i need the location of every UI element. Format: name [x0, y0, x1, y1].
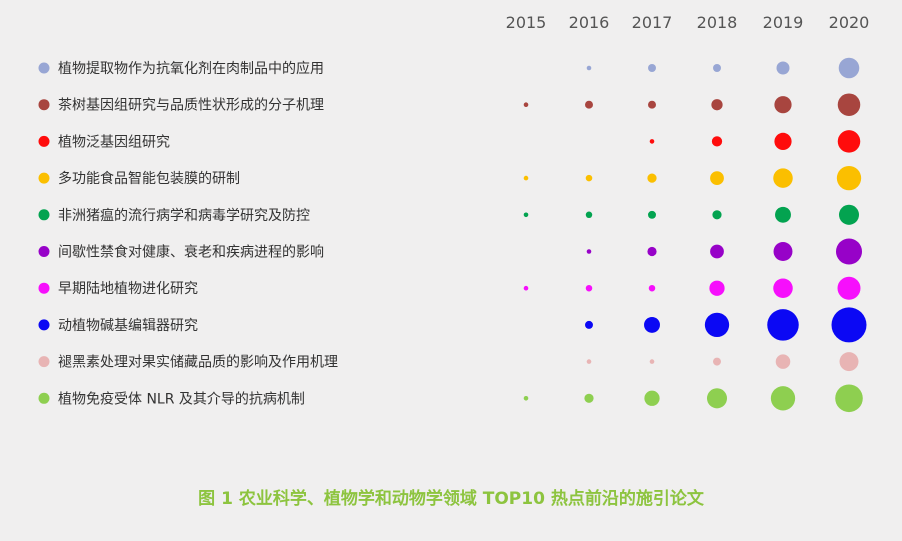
bubble [648, 100, 656, 109]
legend-marker [38, 62, 50, 74]
bubble [837, 130, 861, 153]
year-header: 2019 [763, 13, 804, 32]
bubble [644, 390, 660, 406]
bubble [713, 357, 721, 366]
year-header: 2017 [632, 13, 673, 32]
bubble [709, 280, 725, 296]
year-header: 2020 [829, 13, 870, 32]
bubble [776, 61, 790, 75]
row-label: 植物提取物作为抗氧化剂在肉制品中的应用 [58, 60, 324, 77]
year-header: 2015 [506, 13, 547, 32]
figure-caption: 图 1 农业科学、植物学和动物学领域 TOP10 热点前沿的施引论文 [198, 489, 704, 509]
bubble [523, 102, 529, 107]
bubble [711, 136, 723, 147]
bubble [649, 359, 655, 364]
bubble [775, 206, 791, 223]
bubble [774, 96, 792, 114]
bubble [523, 285, 529, 291]
bubble [770, 386, 796, 411]
bubble [648, 210, 656, 219]
legend-marker [38, 135, 50, 147]
bubble [586, 65, 592, 71]
row-label: 褪黑素处理对果实储藏品质的影响及作用机理 [58, 355, 338, 371]
year-header: 2018 [697, 13, 738, 32]
bubble [773, 168, 793, 188]
bubble [523, 396, 529, 401]
bubble [836, 165, 862, 191]
bubble [648, 64, 656, 72]
bubble [767, 309, 799, 341]
bubble [523, 212, 529, 218]
bubble [712, 210, 722, 220]
row-label: 植物免疫受体 NLR 及其介导的抗病机制 [58, 391, 305, 407]
bubble [837, 93, 861, 116]
row-label: 早期陆地植物进化研究 [58, 281, 198, 297]
legend-marker [38, 172, 50, 184]
bubble [647, 173, 657, 183]
bubble [584, 393, 594, 403]
bubble [838, 204, 860, 225]
bubble [839, 352, 859, 372]
bubble [704, 312, 730, 338]
bubble [775, 354, 791, 369]
row-label: 茶树基因组研究与品质性状形成的分子机理 [58, 97, 324, 114]
bubble [710, 171, 724, 185]
bubble [586, 249, 592, 254]
bubble [644, 316, 660, 333]
bubble [648, 284, 656, 292]
bubble [836, 238, 862, 265]
bubble [713, 64, 721, 72]
legend-marker [38, 392, 50, 404]
bubble [773, 278, 793, 298]
legend-marker [38, 319, 50, 331]
bubble [774, 132, 792, 150]
row-label: 间歇性禁食对健康、衰老和疾病进程的影响 [58, 244, 324, 261]
bubble [585, 211, 593, 219]
bubble [585, 284, 593, 292]
legend-marker [38, 99, 50, 111]
bubble [831, 307, 867, 343]
row-label: 植物泛基因组研究 [58, 133, 170, 150]
bubble [711, 99, 723, 111]
bubble [585, 320, 593, 329]
legend-marker [38, 282, 50, 294]
bubble [523, 175, 529, 181]
bubble [773, 242, 793, 261]
bubble [586, 359, 592, 364]
bubble [647, 246, 657, 257]
bubble [710, 244, 724, 259]
bubble [835, 384, 863, 413]
bubble [706, 388, 728, 409]
bubble [585, 100, 593, 109]
bubble-chart: 2015 2016 2017 2018 2019 2020 植物提取物作为抗氧化剂在肉制品中… [38, 13, 870, 413]
bubble [838, 57, 860, 79]
bubble [585, 174, 593, 182]
legend-marker [38, 209, 50, 221]
legend-marker [38, 356, 50, 368]
year-header: 2016 [569, 13, 610, 32]
row-label: 非洲猪瘟的流行病学和病毒学研究及防控 [58, 207, 310, 224]
row-label: 动植物碱基编辑器研究 [58, 317, 198, 334]
legend-marker [38, 246, 50, 257]
bubble [837, 276, 861, 300]
row-label: 多功能食品智能包装膜的研制 [58, 170, 240, 187]
bubble [649, 139, 655, 144]
